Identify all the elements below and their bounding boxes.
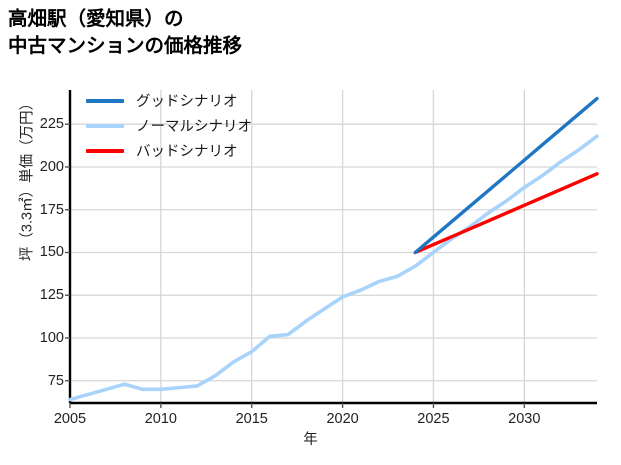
legend-item: ノーマルシナリオ — [86, 117, 252, 135]
chart-title: 高畑駅（愛知県）の 中古マンションの価格推移 — [8, 6, 242, 60]
y-tick-label: 125 — [39, 287, 64, 304]
y-tick-label: 75 — [47, 372, 64, 389]
chart-title-line-1: 高畑駅（愛知県）の — [8, 8, 184, 30]
y-tick-label: 150 — [39, 244, 64, 261]
legend-item: バッドシナリオ — [86, 142, 252, 160]
x-tick-label: 2020 — [326, 411, 359, 427]
x-tick-label: 2010 — [144, 411, 177, 427]
legend-item-label: バッドシナリオ — [136, 144, 238, 160]
legend-color-swatch — [86, 148, 124, 153]
chart-title-line-2: 中古マンションの価格推移 — [8, 34, 243, 57]
x-axis-label: 年 — [303, 432, 318, 448]
x-tick-label: 2030 — [508, 411, 541, 427]
axis-spines — [68, 90, 597, 405]
series-line — [413, 96, 599, 255]
series-line — [68, 134, 599, 402]
legend-color-swatch — [86, 123, 124, 128]
x-tick-label: 2005 — [53, 411, 87, 427]
legend-item: グッドシナリオ — [86, 92, 252, 110]
legend-item-label: グッドシナリオ — [136, 94, 238, 110]
chart-legend: グッドシナリオ ノーマルシナリオ バッドシナリオ — [86, 92, 252, 160]
x-tick-label: 2025 — [417, 411, 450, 427]
y-tick-label: 100 — [39, 330, 64, 346]
legend-color-swatch — [86, 98, 124, 103]
y-tick-label: 200 — [39, 158, 64, 175]
y-axis-label: 坪（3.3㎡）単価（万円） — [19, 95, 36, 262]
y-tick-label: 225 — [39, 116, 64, 133]
data-series-layer — [68, 96, 599, 402]
x-tick-label: 2015 — [235, 411, 268, 427]
series-line — [413, 172, 599, 255]
axis-ticks — [65, 123, 526, 408]
y-tick-label: 175 — [39, 201, 64, 218]
legend-item-label: ノーマルシナリオ — [136, 119, 252, 135]
